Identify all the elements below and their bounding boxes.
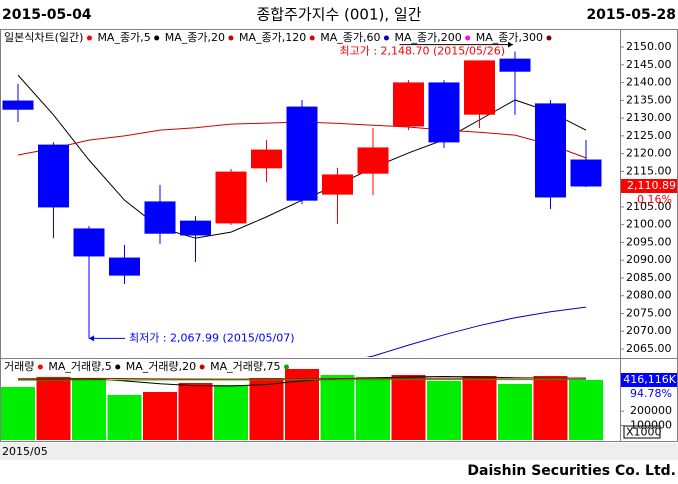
legend-marker	[546, 35, 552, 41]
y-tick-label: 200000	[630, 404, 672, 417]
chart-title: 종합주가지수 (001), 일간	[256, 6, 421, 24]
legend-label: MA_종가,300	[476, 31, 543, 44]
volume-bar	[356, 376, 390, 440]
volume-bar	[533, 375, 568, 440]
y-tick-label: 2090.00	[626, 253, 672, 266]
volume-bar	[178, 382, 213, 440]
volume-ratio: 94.78%	[630, 387, 672, 400]
candle-body	[144, 201, 176, 234]
high-annotation: 최고가 : 2,148.70 (2015/05/26)	[339, 45, 505, 58]
high-arrowhead	[508, 41, 513, 48]
company: Daishin Securities Co. Ltd.	[467, 463, 676, 479]
unit-box	[623, 425, 661, 439]
x-tick-label: 2015/05	[2, 445, 48, 458]
volume-plot	[1, 368, 603, 440]
y-tick-label: 2135.00	[626, 93, 672, 106]
y-tick-label: 2145.00	[626, 58, 672, 71]
legend-marker	[37, 364, 43, 370]
legend-marker	[115, 364, 121, 370]
legend-marker	[309, 35, 315, 41]
last-volume: 416,116K	[623, 373, 676, 386]
y-tick-label: 2125.00	[626, 129, 672, 142]
volume-bar	[249, 377, 284, 440]
legend-label: MA_종가,120	[239, 31, 306, 44]
start-date: 2015-05-04	[2, 7, 92, 23]
y-tick-label: 2115.00	[626, 164, 672, 177]
legend-label: MA_종가,5	[97, 31, 150, 44]
legend-label: MA_종가,200	[394, 31, 461, 44]
y-tick-label: 2150.00	[626, 40, 672, 53]
y-tick-label: 2105.00	[626, 200, 672, 213]
last-volume-box	[621, 372, 677, 387]
candle-body	[393, 82, 424, 127]
candle-body	[215, 171, 247, 224]
y-tick-label: 100000	[630, 419, 672, 432]
y-tick-label: 2120.00	[626, 147, 672, 160]
legend-label: 거래량	[4, 360, 34, 373]
volume-bar	[214, 384, 248, 440]
y-tick-label: 2085.00	[626, 271, 672, 284]
volume-ma-line	[17, 378, 587, 381]
y-tick-label: 2095.00	[626, 235, 672, 248]
candle-body	[464, 60, 495, 115]
candle-body	[499, 58, 531, 72]
volume-bar	[72, 377, 106, 440]
low-annotation: 최저가 : 2,067.99 (2015/05/07)	[129, 331, 295, 344]
legend-marker	[465, 35, 471, 41]
candle-body	[535, 103, 566, 198]
legend-marker	[383, 35, 389, 41]
last-price: 2,110.89	[627, 179, 676, 192]
candle-body	[38, 144, 69, 208]
volume-bar	[569, 379, 603, 440]
candle-body	[109, 257, 140, 276]
legend-label: MA_거래량,5	[48, 360, 111, 373]
volume-bar	[143, 391, 177, 440]
candle-body	[2, 100, 34, 110]
candle-body	[357, 147, 389, 174]
legend-marker	[284, 364, 289, 370]
volume-bar	[462, 375, 497, 440]
volume-bar	[36, 376, 71, 440]
candle-body	[570, 159, 602, 187]
y-tick-label: 2070.00	[626, 324, 672, 337]
volume-bar	[498, 383, 532, 440]
legend-label: MA_종가,20	[165, 31, 225, 44]
volume-bar	[1, 386, 35, 440]
volume-bar	[427, 380, 461, 440]
volume-bar	[391, 374, 426, 440]
legend-label: MA_종가,60	[320, 31, 380, 44]
volume-bar	[107, 394, 142, 440]
legend-marker	[154, 35, 160, 41]
candle-body	[73, 228, 105, 257]
last-price-box	[621, 178, 677, 193]
ma-line	[366, 306, 587, 357]
candle-body	[286, 106, 318, 201]
low-arrowhead	[89, 335, 94, 342]
candle-body	[428, 82, 460, 143]
legend-marker	[228, 35, 234, 41]
candle-body	[180, 220, 211, 236]
y-tick-label: 2140.00	[626, 76, 672, 89]
end-date: 2015-05-28	[586, 7, 676, 23]
y-tick-label: 2080.00	[626, 289, 672, 302]
y-tick-label: 2065.00	[626, 342, 672, 355]
date-band	[0, 443, 678, 460]
change: 0.16%	[637, 193, 672, 206]
volume-ma-line	[17, 377, 586, 380]
y-tick-label: 2075.00	[626, 306, 672, 319]
legend-label: 일본식차트(일간)	[4, 30, 83, 44]
y-tick-label: 2100.00	[626, 218, 672, 231]
candle-body	[322, 174, 353, 195]
candle-body	[251, 149, 282, 169]
volume-bar	[320, 374, 355, 440]
y-tick-label: 2130.00	[626, 111, 672, 124]
legend-label: MA_거래량,20	[126, 360, 196, 373]
unit-label: X1000	[626, 426, 662, 439]
legend-label: MA_거래량,75	[210, 360, 280, 373]
legend-marker	[86, 35, 92, 41]
legend-marker	[199, 364, 205, 370]
